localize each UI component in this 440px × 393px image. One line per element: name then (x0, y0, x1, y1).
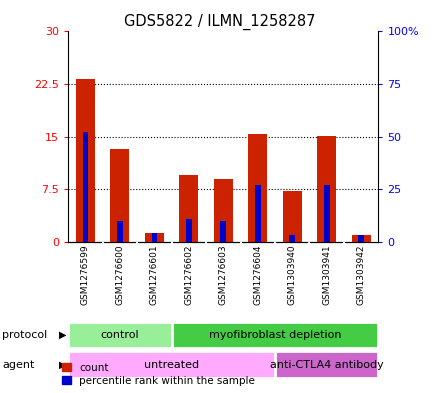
Bar (317, 136, 336, 242)
Bar (220, 220, 226, 242)
Bar (352, 235, 370, 242)
Bar (186, 219, 192, 242)
Bar (117, 220, 123, 242)
Text: ▶: ▶ (59, 330, 67, 340)
Bar (76, 79, 95, 242)
Bar (358, 235, 364, 242)
Bar (151, 233, 157, 242)
Text: ▶: ▶ (59, 360, 67, 369)
Bar (324, 185, 330, 242)
Bar (248, 134, 267, 242)
Bar (180, 175, 198, 242)
Bar (172, 322, 378, 348)
Bar (68, 351, 275, 378)
Text: protocol: protocol (2, 330, 48, 340)
Bar (83, 132, 88, 242)
Text: anti-CTLA4 antibody: anti-CTLA4 antibody (270, 360, 384, 369)
Bar (290, 235, 295, 242)
Bar (255, 185, 260, 242)
Legend: count, percentile rank within the sample: count, percentile rank within the sample (62, 363, 255, 386)
Text: myofibroblast depletion: myofibroblast depletion (209, 330, 341, 340)
Text: GDS5822 / ILMN_1258287: GDS5822 / ILMN_1258287 (124, 14, 316, 30)
Text: control: control (101, 330, 139, 340)
Bar (275, 351, 378, 378)
Text: untreated: untreated (144, 360, 199, 369)
Text: agent: agent (2, 360, 35, 369)
Bar (145, 233, 164, 242)
Bar (214, 178, 233, 242)
Bar (68, 322, 172, 348)
Bar (110, 149, 129, 242)
Bar (283, 191, 302, 242)
